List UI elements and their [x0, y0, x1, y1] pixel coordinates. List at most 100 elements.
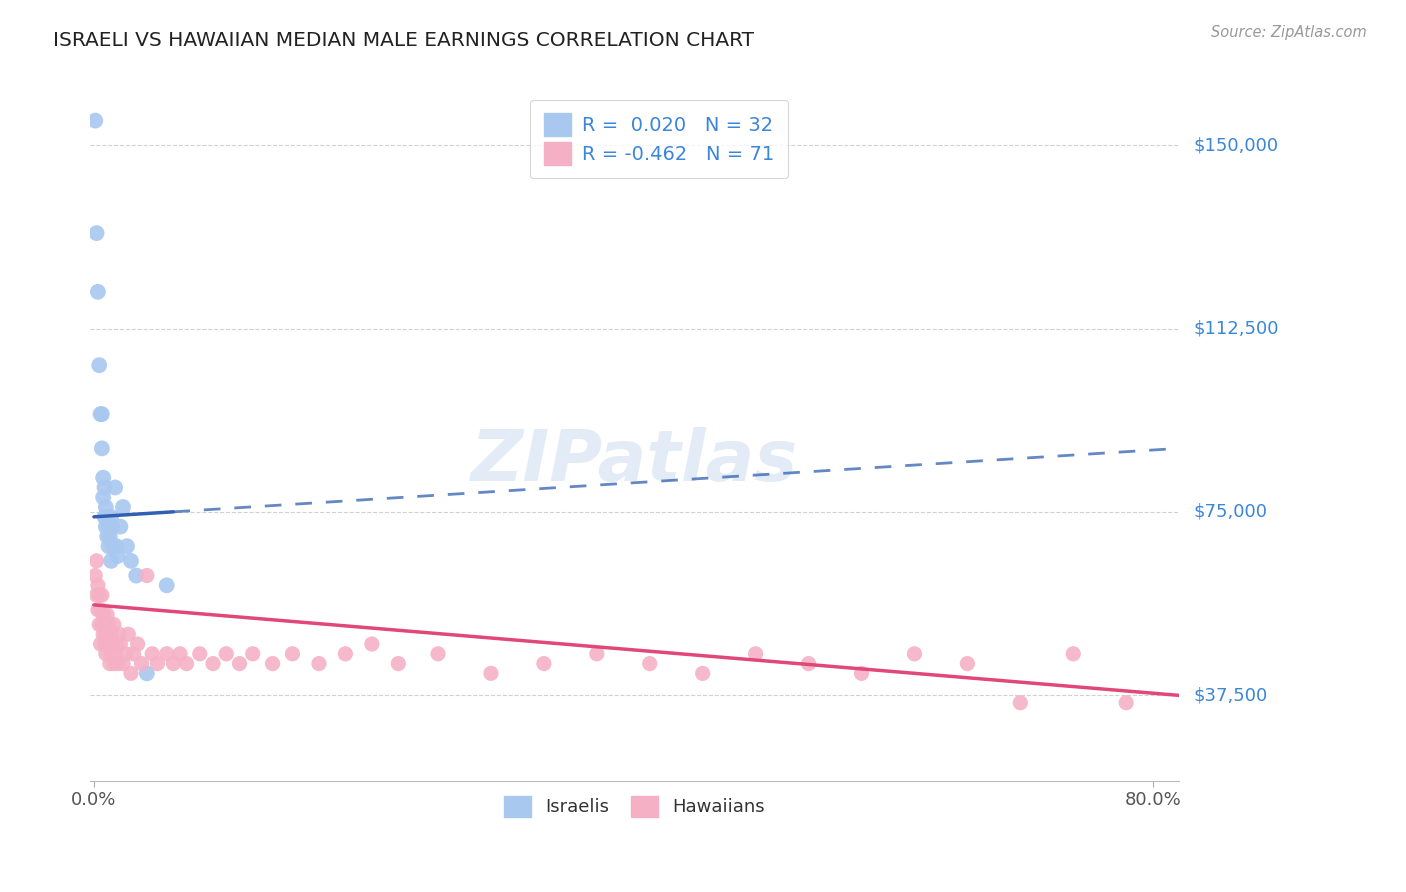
Point	[479, 666, 502, 681]
Point	[87, 578, 110, 592]
Point	[335, 647, 357, 661]
Point	[93, 617, 115, 632]
Point	[281, 647, 304, 661]
Point	[744, 647, 766, 661]
Point	[98, 637, 121, 651]
Point	[638, 657, 661, 671]
Point	[91, 490, 114, 504]
Point	[135, 666, 157, 681]
Point	[533, 657, 555, 671]
Point	[90, 588, 112, 602]
Point	[97, 539, 120, 553]
Point	[104, 481, 127, 495]
Text: ISRAELI VS HAWAIIAN MEDIAN MALE EARNINGS CORRELATION CHART: ISRAELI VS HAWAIIAN MEDIAN MALE EARNINGS…	[53, 31, 755, 50]
Point	[94, 500, 117, 514]
Point	[131, 657, 153, 671]
Point	[91, 627, 114, 641]
Point	[94, 647, 117, 661]
Point	[105, 539, 128, 553]
Point	[86, 554, 108, 568]
Point	[242, 647, 264, 661]
Point	[115, 539, 138, 553]
Text: $37,500: $37,500	[1194, 686, 1267, 705]
Point	[103, 539, 125, 553]
Point	[98, 529, 121, 543]
Point	[125, 568, 148, 582]
Point	[427, 647, 450, 661]
Point	[169, 647, 191, 661]
Point	[120, 666, 142, 681]
Point	[104, 647, 127, 661]
Point	[117, 627, 139, 641]
Point	[90, 407, 112, 421]
Point	[176, 657, 198, 671]
Point	[84, 568, 107, 582]
Point	[112, 500, 135, 514]
Point	[96, 607, 118, 622]
Point	[956, 657, 979, 671]
Point	[100, 647, 122, 661]
Point	[103, 657, 125, 671]
Text: $75,000: $75,000	[1194, 503, 1267, 521]
Point	[1115, 696, 1137, 710]
Point	[215, 647, 238, 661]
Point	[86, 588, 108, 602]
Point	[96, 509, 118, 524]
Point	[108, 627, 131, 641]
Point	[98, 657, 121, 671]
Point	[87, 285, 110, 299]
Point	[93, 481, 115, 495]
Point	[308, 657, 330, 671]
Point	[156, 578, 179, 592]
Point	[94, 627, 117, 641]
Point	[90, 407, 112, 421]
Text: ZIPatlas: ZIPatlas	[471, 427, 799, 496]
Point	[84, 113, 107, 128]
Point	[91, 471, 114, 485]
Point	[101, 519, 124, 533]
Point	[202, 657, 225, 671]
Point	[114, 647, 136, 661]
Point	[90, 637, 112, 651]
Point	[228, 657, 250, 671]
Text: $112,500: $112,500	[1194, 319, 1278, 337]
Point	[387, 657, 409, 671]
Point	[146, 657, 169, 671]
Point	[262, 657, 284, 671]
Point	[90, 442, 112, 456]
Point	[797, 657, 820, 671]
Text: Source: ZipAtlas.com: Source: ZipAtlas.com	[1211, 25, 1367, 40]
Point	[112, 657, 135, 671]
Point	[107, 657, 129, 671]
Point	[103, 617, 125, 632]
Point	[120, 554, 142, 568]
Point	[1062, 647, 1084, 661]
Point	[89, 588, 111, 602]
Point	[100, 627, 122, 641]
Point	[110, 637, 132, 651]
Point	[360, 637, 382, 651]
Point	[96, 529, 118, 543]
Point	[135, 568, 157, 582]
Point	[585, 647, 607, 661]
Point	[87, 603, 110, 617]
Point	[692, 666, 714, 681]
Point	[156, 647, 179, 661]
Point	[141, 647, 163, 661]
Point	[101, 637, 124, 651]
Point	[851, 666, 873, 681]
Point	[127, 637, 149, 651]
Point	[162, 657, 184, 671]
Point	[93, 637, 115, 651]
Point	[110, 519, 132, 533]
Point	[97, 617, 120, 632]
Legend: Israelis, Hawaiians: Israelis, Hawaiians	[496, 789, 772, 824]
Point	[93, 509, 115, 524]
Point	[94, 519, 117, 533]
Point	[89, 617, 111, 632]
Point	[96, 637, 118, 651]
Point	[107, 549, 129, 563]
Point	[90, 617, 112, 632]
Point	[188, 647, 211, 661]
Point	[97, 519, 120, 533]
